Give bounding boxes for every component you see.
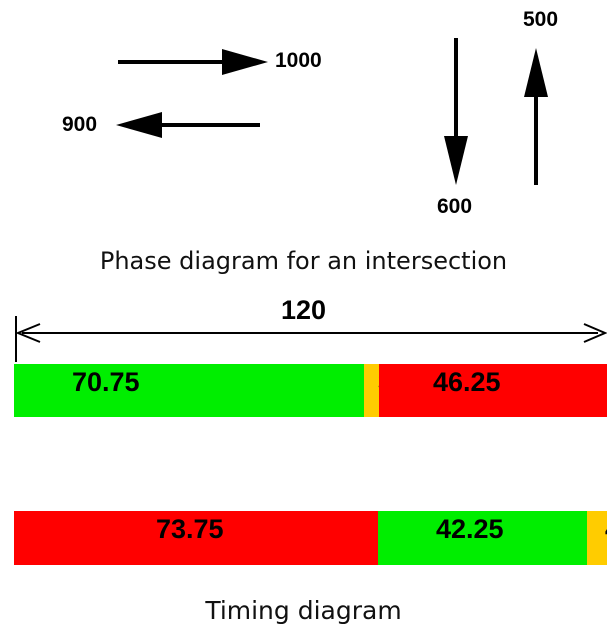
phase-1-green-duration-label: 70.75 xyxy=(72,367,140,397)
phase-1-timing-bar: 70.75 3 46.25 xyxy=(14,364,607,417)
cycle-length-dimension xyxy=(15,316,607,362)
westbound-arrow xyxy=(116,112,260,138)
phase-2-red-segment: 73.75 xyxy=(14,511,378,565)
phase-2-red-duration-label: 73.75 xyxy=(156,514,224,544)
northbound-volume: 500 xyxy=(523,8,559,31)
phase-1-red-duration-label: 46.25 xyxy=(433,367,501,397)
northbound-arrow xyxy=(524,48,548,185)
eastbound-arrow xyxy=(118,49,268,75)
eastbound-volume: 1000 xyxy=(275,49,322,72)
phase-diagram-caption: Phase diagram for an intersection xyxy=(99,247,508,275)
phase-1-red-segment: 46.25 xyxy=(379,364,607,417)
phase-2-yellow-segment: 4 xyxy=(587,511,607,565)
phase-1-green-segment: 70.75 xyxy=(14,364,364,417)
phase-2-green-segment: 42.25 xyxy=(378,511,587,565)
phase-2-green-duration-label: 42.25 xyxy=(436,514,504,544)
southbound-arrow xyxy=(444,38,468,185)
southbound-volume: 600 xyxy=(437,195,473,218)
westbound-volume: 900 xyxy=(62,113,98,136)
timing-diagram-caption: Timing diagram xyxy=(205,596,402,625)
phase-2-yellow-duration-label: 4 xyxy=(605,514,607,545)
cycle-length-label: 120 xyxy=(280,295,327,325)
phase-2-timing-bar: 73.75 42.25 4 xyxy=(14,511,607,565)
phase-1-yellow-segment: 3 xyxy=(364,364,393,417)
